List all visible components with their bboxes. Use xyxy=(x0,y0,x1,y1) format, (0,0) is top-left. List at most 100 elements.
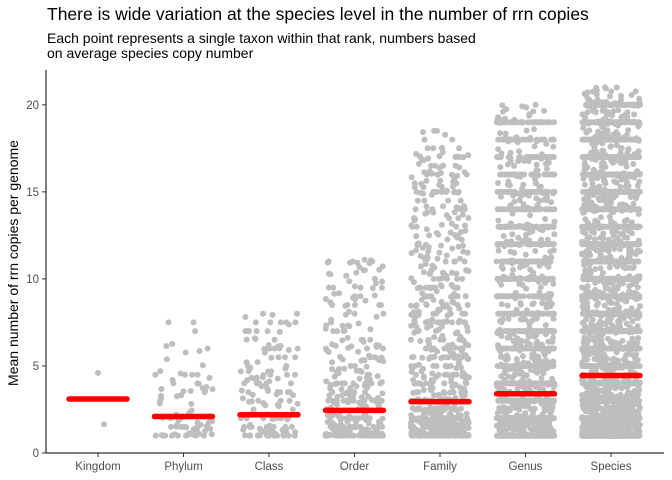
data-point xyxy=(460,418,467,425)
data-point xyxy=(277,319,284,326)
data-point xyxy=(441,390,448,397)
data-point xyxy=(444,371,451,378)
data-point xyxy=(465,215,472,221)
data-point xyxy=(452,293,458,300)
data-point xyxy=(451,209,458,216)
data-point xyxy=(460,248,467,255)
data-point xyxy=(502,404,509,411)
data-point xyxy=(549,375,556,382)
data-point xyxy=(543,275,550,282)
data-point xyxy=(451,415,458,422)
data-point xyxy=(538,155,545,162)
data-point xyxy=(244,328,251,335)
data-point xyxy=(521,310,528,317)
data-point xyxy=(344,389,351,396)
data-point xyxy=(423,203,430,210)
data-point xyxy=(167,423,174,430)
data-point xyxy=(530,333,537,340)
data-point xyxy=(547,328,554,335)
data-point xyxy=(541,136,548,143)
data-point xyxy=(288,380,294,387)
chart-subtitle-line-2: on average species copy number xyxy=(47,44,254,61)
data-point xyxy=(408,368,415,375)
data-point xyxy=(548,310,555,317)
data-point xyxy=(417,252,424,259)
data-point xyxy=(464,302,471,308)
data-point xyxy=(530,188,537,195)
data-point xyxy=(341,427,347,434)
data-point xyxy=(454,302,461,308)
data-point xyxy=(441,430,448,436)
data-point xyxy=(451,189,458,196)
data-point xyxy=(264,328,271,335)
data-point xyxy=(543,165,550,172)
data-point xyxy=(373,280,379,287)
data-point xyxy=(369,285,376,292)
data-point xyxy=(322,296,329,302)
data-point xyxy=(430,188,437,195)
data-point xyxy=(534,258,540,265)
data-point xyxy=(516,415,523,422)
data-point xyxy=(412,314,419,321)
data-point xyxy=(543,415,550,422)
data-point xyxy=(285,321,292,328)
data-point xyxy=(414,242,421,249)
data-point xyxy=(333,397,340,404)
data-point xyxy=(500,206,507,213)
data-point xyxy=(262,402,269,409)
data-point xyxy=(329,412,336,419)
data-point xyxy=(494,119,501,126)
data-point xyxy=(509,241,516,248)
data-point xyxy=(527,212,534,219)
data-point xyxy=(250,406,257,413)
data-point xyxy=(367,336,374,343)
data-point xyxy=(452,330,459,337)
chart-subtitle: Each point represents a single taxon wit… xyxy=(47,31,567,60)
data-point xyxy=(355,320,362,327)
data-point xyxy=(266,432,273,439)
data-point xyxy=(267,424,274,431)
data-point xyxy=(434,171,441,178)
data-point xyxy=(531,126,537,133)
data-point xyxy=(446,432,453,439)
data-point xyxy=(453,204,460,211)
data-point xyxy=(532,248,539,254)
data-point xyxy=(550,334,556,341)
data-point xyxy=(455,215,462,221)
data-point xyxy=(509,328,516,335)
data-point xyxy=(408,336,414,343)
data-point xyxy=(516,380,523,387)
data-point xyxy=(508,380,515,387)
data-point xyxy=(442,258,449,265)
data-point xyxy=(544,381,551,388)
data-point xyxy=(494,188,501,195)
data-point xyxy=(367,326,374,333)
points-class xyxy=(237,310,301,439)
data-point xyxy=(542,331,549,338)
data-point xyxy=(378,284,385,291)
data-point xyxy=(542,171,549,178)
data-point xyxy=(422,319,429,326)
data-point xyxy=(543,304,550,311)
data-point xyxy=(535,358,541,365)
data-point xyxy=(518,401,525,408)
data-point xyxy=(539,300,546,307)
data-point xyxy=(419,244,426,251)
chart-title: There is wide variation at the species l… xyxy=(47,4,589,24)
data-point-max xyxy=(532,101,539,108)
data-point xyxy=(350,397,357,404)
data-point xyxy=(251,335,258,342)
data-point xyxy=(196,348,203,354)
data-point xyxy=(428,170,435,177)
data-point xyxy=(504,275,511,282)
data-point xyxy=(542,322,549,329)
data-point xyxy=(194,380,201,387)
data-point xyxy=(425,338,432,345)
data-point xyxy=(256,380,263,387)
data-point xyxy=(339,356,346,363)
data-point xyxy=(332,432,339,439)
data-point xyxy=(101,421,107,428)
data-point xyxy=(409,432,415,439)
data-point xyxy=(508,223,515,230)
data-point xyxy=(530,328,537,335)
